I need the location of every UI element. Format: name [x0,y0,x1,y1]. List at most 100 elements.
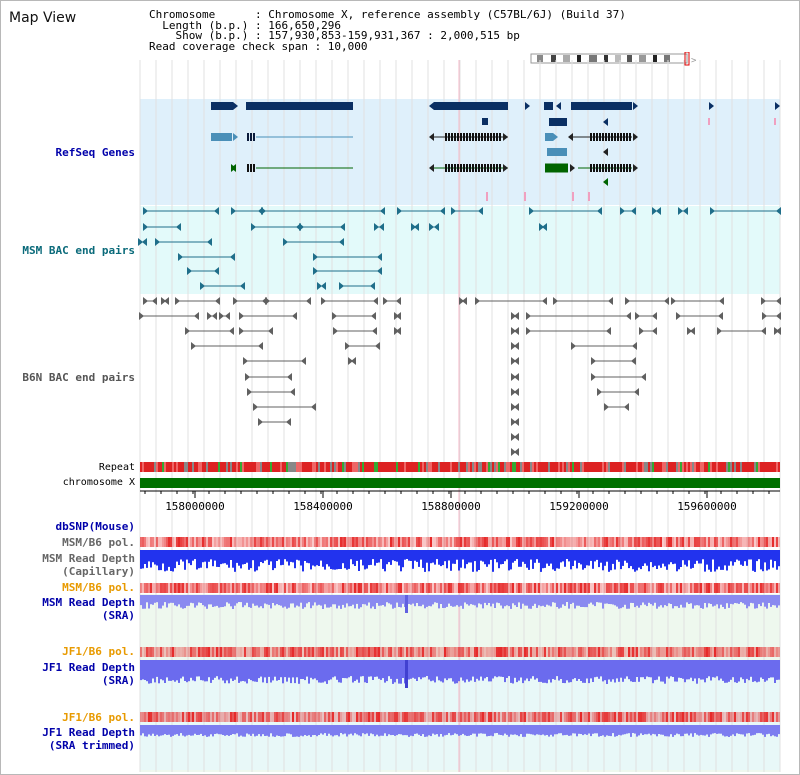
read-depth-bar [590,660,592,679]
read-depth-bar [376,550,378,563]
read-depth-bar [534,595,536,604]
arrow-right [678,207,683,215]
exon [472,133,474,141]
refseq-genes-label[interactable]: RefSeq Genes [55,146,135,159]
polymorphism-cell [448,647,450,657]
read-depth-bar [212,595,214,607]
jf1-read-depth-trimmed-label[interactable]: JF1 Read Depth (SRA trimmed) [42,726,135,752]
polymorphism-cell [464,583,466,593]
polymorphism-cell [440,583,442,593]
polymorphism-cell [696,537,698,547]
read-depth-bar [384,550,386,572]
polymorphism-cell [214,537,216,547]
polymorphism-cell [562,647,564,657]
read-depth-bar [254,550,256,572]
read-depth-bar [726,725,728,737]
read-depth-bar [346,550,348,570]
polymorphism-cell [424,537,426,547]
polymorphism-cell [426,583,428,593]
msm-bac-end-pairs-label[interactable]: MSM BAC end pairs [22,244,135,257]
polymorphism-cell [598,537,600,547]
read-depth-bar [564,660,566,684]
polymorphism-cell [698,537,700,547]
read-depth-bar [224,660,226,684]
repeat-segment [468,462,470,472]
dbsnp-label[interactable]: dbSNP(Mouse) [55,520,135,533]
arrow-left [718,312,723,320]
repeat-segment [540,462,542,472]
repeat-segment [290,462,292,472]
read-depth-bar [762,660,764,679]
polymorphism-cell [734,583,736,593]
msm-b6-pol-label-2[interactable]: MSM/B6 pol. [62,581,135,594]
polymorphism-cell [540,537,542,547]
read-depth-bar [760,595,762,607]
b6n-bac-end-pairs-label[interactable]: B6N BAC end pairs [22,371,135,384]
jf1-read-depth-sra-label[interactable]: JF1 Read Depth (SRA) [42,661,135,687]
jf1-b6-pol-label-2[interactable]: JF1/B6 pol. [62,711,135,724]
arrow-right [775,102,780,110]
jf1-b6-pol-label[interactable]: JF1/B6 pol. [62,645,135,658]
read-depth-bar [334,660,336,677]
polymorphism-cell [164,537,166,547]
repeat-segment [466,462,468,472]
read-depth-bar [668,550,670,565]
polymorphism-cell [726,583,728,593]
polymorphism-cell [612,647,614,657]
polymorphism-cell [478,537,480,547]
polymorphism-cell [328,647,330,657]
polymorphism-cell [690,712,692,722]
repeat-segment [206,462,208,472]
read-depth-bar [618,595,620,609]
read-depth-bar [760,550,762,570]
read-depth-bar [448,550,450,561]
read-depth-bar [382,595,384,605]
read-depth-bar [738,550,740,561]
read-depth-bar [678,725,680,735]
read-depth-bar [410,595,412,605]
read-depth-bar [712,725,714,734]
polymorphism-cell [238,647,240,657]
read-depth-bar [698,550,700,564]
read-depth-bar [584,725,586,735]
polymorphism-cell [646,537,648,547]
polymorphism-cell [284,712,286,722]
polymorphism-cell [742,537,744,547]
read-depth-bar [156,595,158,603]
polymorphism-cell [394,647,396,657]
read-depth-bar [180,550,182,560]
msm-read-depth-sra-label[interactable]: MSM Read Depth (SRA) [42,596,135,622]
msm-read-depth-capillary-label[interactable]: MSM Read Depth (Capillary) [42,552,135,578]
exon [454,164,456,172]
arrow-left [164,297,169,305]
msm-b6-pol-label[interactable]: MSM/B6 pol. [62,536,135,549]
read-depth-bar [512,550,514,563]
polymorphism-cell [210,712,212,722]
read-depth-bar [350,550,352,560]
read-depth-bar [250,595,252,608]
chromosome-ideogram[interactable]: > [529,52,699,66]
repeat-segment [544,462,546,472]
repeat-segment [354,462,356,472]
repeat-segment [438,462,440,472]
read-depth-bar [714,725,716,734]
exon [611,164,613,172]
read-depth-bar [694,725,696,734]
polymorphism-cell [554,537,556,547]
polymorphism-cell [758,712,760,722]
polymorphism-cell [504,537,506,547]
read-depth-bar [306,660,308,677]
polymorphism-cell [400,712,402,722]
polymorphism-cell [542,537,544,547]
read-depth-bar [584,595,586,608]
polymorphism-cell [454,537,456,547]
read-depth-bar [770,660,772,678]
polymorphism-cell [188,712,190,722]
read-depth-bar [166,725,168,735]
repeat-segment [694,462,696,472]
read-depth-bar [774,660,776,683]
polymorphism-cell [354,537,356,547]
read-depth-bar [166,595,168,608]
polymorphism-cell [266,647,268,657]
